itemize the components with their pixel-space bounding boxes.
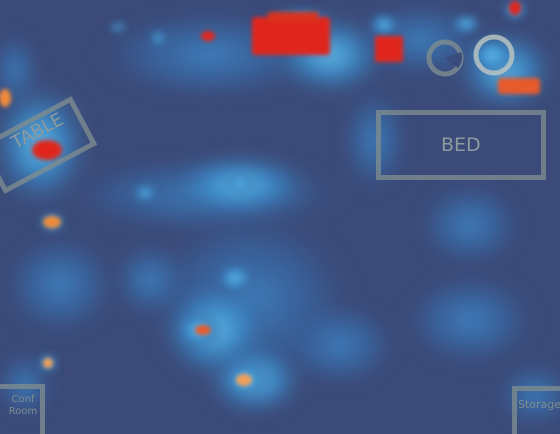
bed-label: BED — [441, 134, 481, 156]
conf-room-label: Conf Room — [8, 394, 38, 417]
storage-label: Storage — [518, 398, 560, 411]
bed-zone-outline — [376, 110, 546, 180]
circle-ring-icon — [473, 34, 515, 76]
pie-chart-icon — [426, 39, 464, 77]
conf-room-zone-outline — [0, 384, 45, 434]
heat-hotspots — [0, 1, 540, 386]
table-zone-outline — [0, 96, 98, 194]
storage-zone-outline — [512, 386, 560, 434]
